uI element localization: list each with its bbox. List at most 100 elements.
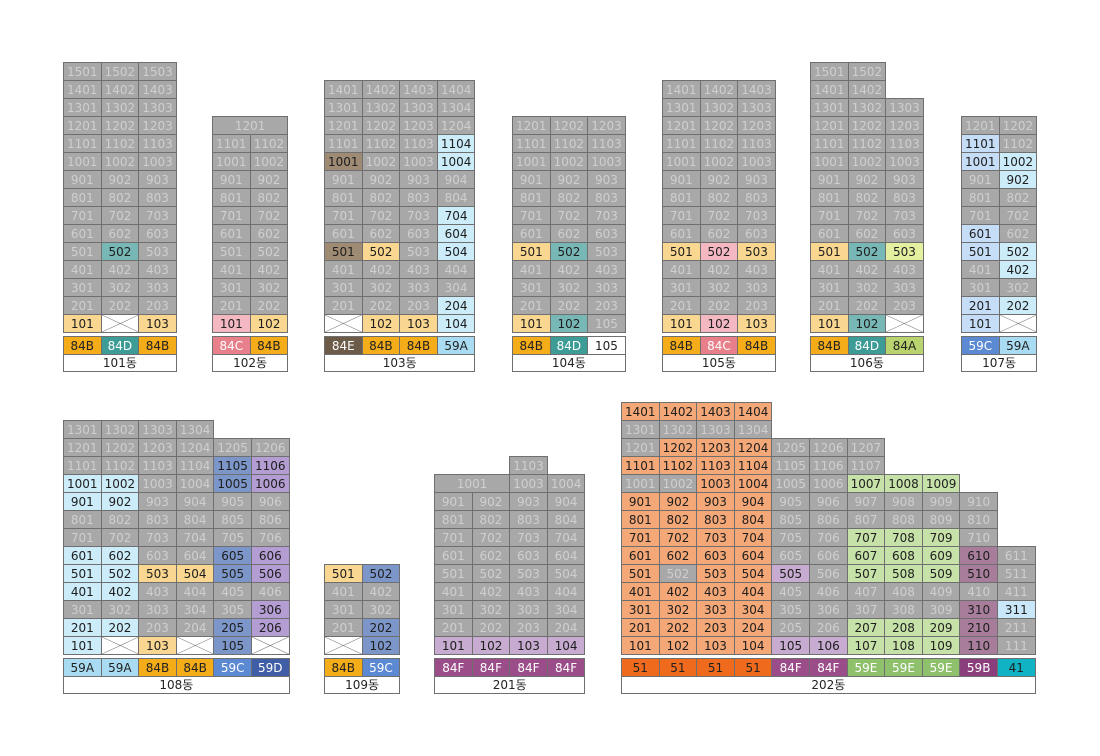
unit-cell: 201: [662, 296, 701, 315]
unit-cell: 501: [512, 242, 551, 261]
unit-cell: 704: [436, 206, 476, 225]
unit-cell: 1201: [63, 438, 102, 457]
unit-cell: 404: [175, 582, 215, 601]
unit-cell: 1204: [175, 438, 215, 457]
unit-cell: 201: [212, 296, 251, 315]
unit-cell: 710: [959, 528, 998, 547]
unit-cell: 803: [509, 510, 548, 529]
unit-cell: 1102: [658, 456, 698, 475]
unit-cell: 1502: [100, 62, 140, 81]
unit-cell: 201: [512, 296, 551, 315]
unit-type-label: 84F: [434, 658, 473, 677]
unit-cell: 1203: [399, 116, 438, 135]
unit-cell: 1401: [662, 80, 701, 99]
unit-type-label: 84F: [546, 658, 586, 677]
unit-type-label: 84F: [509, 658, 548, 677]
unit-cell: 103: [509, 636, 548, 655]
unit-cell: 1105: [771, 456, 810, 475]
unit-cell: 803: [138, 188, 177, 207]
unit-cell: 1003: [138, 474, 177, 493]
unit-cell: 1206: [809, 438, 848, 457]
unit-cell: 1101: [512, 134, 551, 153]
unit-cell: 103: [737, 314, 776, 333]
unit-cell: 304: [733, 600, 773, 619]
unit-cell: 401: [810, 260, 849, 279]
unit-cell: 601: [324, 224, 363, 243]
building-name-label: 101동: [63, 354, 177, 372]
unit-cell: 1102: [847, 134, 887, 153]
unit-cell: 1202: [100, 116, 140, 135]
unit-cell: 1201: [662, 116, 701, 135]
unit-cell: 403: [737, 260, 776, 279]
unit-cell: 1006: [251, 474, 290, 493]
unit-cell: 202: [699, 296, 739, 315]
unit-type-label: 84C: [212, 336, 251, 355]
unit-cell: 1205: [771, 438, 810, 457]
unit-cell: 101: [621, 636, 660, 655]
unit-type-label: 59E: [884, 658, 923, 677]
cross-icon: [886, 315, 923, 332]
unit-cell: 1204: [733, 438, 773, 457]
unit-cell: 501: [324, 564, 363, 583]
unit-cell: 1001: [662, 152, 701, 171]
unit-cell: 602: [549, 224, 589, 243]
unit-cell: 702: [658, 528, 698, 547]
unit-cell: 504: [733, 564, 773, 583]
unit-cell: 203: [509, 618, 548, 637]
unit-cell: 103: [138, 636, 177, 655]
unit-cell: 1101: [63, 456, 102, 475]
unit-cell: 302: [699, 278, 739, 297]
unit-cell: 603: [696, 546, 735, 565]
unit-cell: 502: [361, 242, 401, 261]
unit-cell: 105: [587, 314, 626, 333]
unit-cell: 101: [63, 636, 102, 655]
unit-cell: 902: [549, 170, 589, 189]
unit-cell: 705: [213, 528, 252, 547]
unit-type-label: 84B: [662, 336, 701, 355]
unit-cell: 1002: [998, 152, 1038, 171]
building-name-label: 104동: [512, 354, 626, 372]
unit-cell: 603: [138, 546, 177, 565]
unit-cell: 602: [658, 546, 698, 565]
unit-cell: 102: [361, 314, 401, 333]
unit-cell: 703: [399, 206, 438, 225]
unit-cell: 601: [212, 224, 251, 243]
unit-cell: 210: [959, 618, 998, 637]
unit-cell: 1401: [324, 80, 363, 99]
unit-cell: 502: [998, 242, 1038, 261]
unit-cell: 1105: [213, 456, 252, 475]
unit-cell: 802: [471, 510, 511, 529]
unit-cell: 310: [959, 600, 998, 619]
unit-cell: 501: [324, 242, 363, 261]
unit-cell: 802: [658, 510, 698, 529]
unit-cell: 106: [809, 636, 848, 655]
unit-cell: 402: [549, 260, 589, 279]
unit-cell: 902: [998, 170, 1038, 189]
unit-cell: 505: [213, 564, 252, 583]
unit-type-label: 59A: [63, 658, 102, 677]
unit-cell: 304: [175, 600, 215, 619]
unit-cell: 801: [662, 188, 701, 207]
unit-cell: 1402: [100, 80, 140, 99]
unit-cell: 311: [997, 600, 1036, 619]
unit-cell: 503: [138, 564, 177, 583]
unit-cell: 708: [884, 528, 923, 547]
unit-cell: 303: [138, 600, 177, 619]
unit-cell: 203: [399, 296, 438, 315]
unit-cell: 501: [63, 242, 102, 261]
unit-cell: 1006: [809, 474, 848, 493]
unit-type-label: 59A: [100, 658, 140, 677]
unit-cell: 903: [138, 170, 177, 189]
unit-cell: 1203: [138, 438, 177, 457]
unit-cell: 1104: [436, 134, 476, 153]
building-name-label: 102동: [212, 354, 289, 372]
unit-cell: 1302: [847, 98, 887, 117]
unit-cell: 404: [733, 582, 773, 601]
unit-cell: 1201: [324, 116, 363, 135]
unit-cell: 1302: [699, 98, 739, 117]
unit-cell: 303: [509, 600, 548, 619]
unit-cell: 1102: [100, 456, 140, 475]
unit-cell: 507: [846, 564, 886, 583]
unit-cell: 101: [810, 314, 849, 333]
unit-cell: 203: [138, 296, 177, 315]
